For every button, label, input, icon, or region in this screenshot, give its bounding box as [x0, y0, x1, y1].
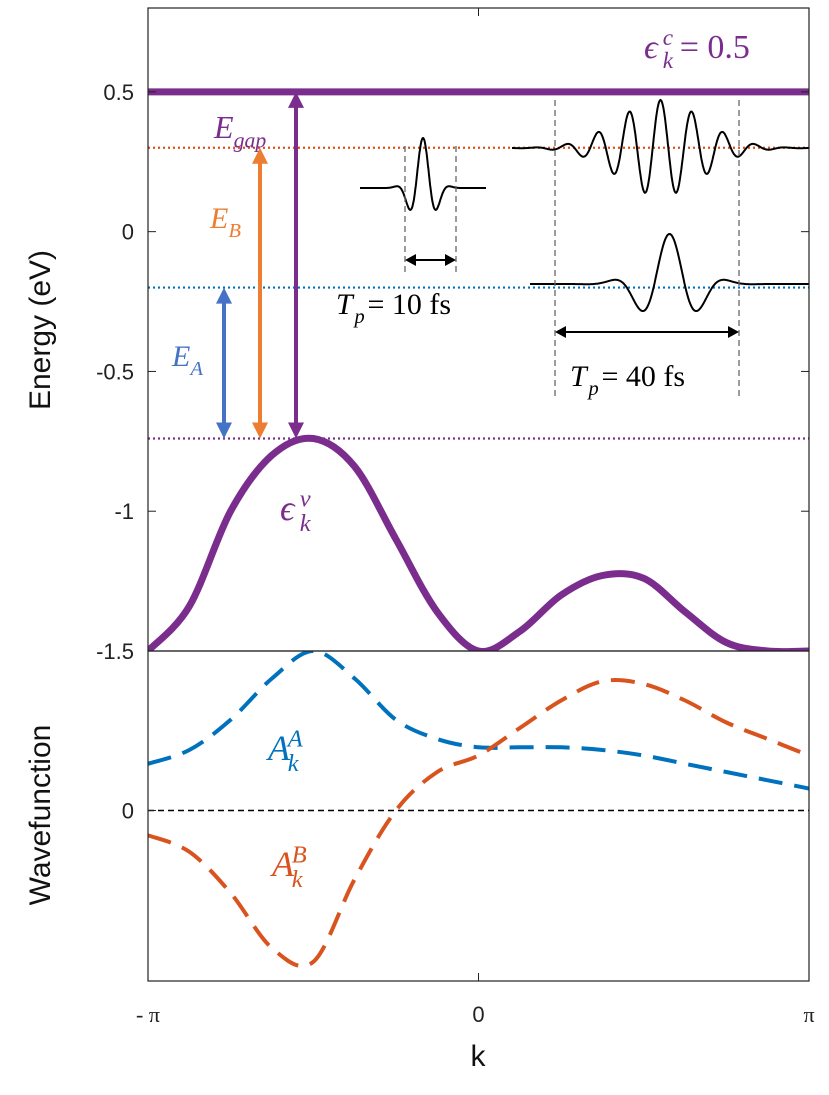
arrow-1	[252, 147, 268, 439]
long-pulse-arrow-head-left	[555, 326, 566, 338]
arrow-head-down	[252, 422, 268, 439]
y-tick-label: 0.5	[103, 80, 134, 105]
x-tick-label: 0	[472, 1002, 484, 1027]
conduction-band-label-sub: k	[663, 48, 674, 74]
arrow-2	[288, 91, 304, 439]
long-pulse-label-rest: = 40 fs	[602, 360, 686, 393]
valence-band-label-sub: k	[300, 510, 312, 537]
wavefunction-b-label: ABk	[270, 841, 307, 892]
short-pulse-waveform	[360, 136, 486, 211]
conduction-band-label-rest: = 0.5	[680, 29, 750, 66]
eb-label-text: E	[209, 202, 228, 235]
valence-band-label-sup: v	[300, 485, 311, 512]
egap-label-sub: gap	[234, 129, 267, 153]
short-pulse-label-rest: = 10 fs	[368, 288, 452, 321]
short-pulse-arrow-head-right	[445, 254, 456, 266]
arrow-head-down	[216, 422, 232, 439]
wavefunction-plot-frame	[147, 650, 810, 982]
wavefunction-b-label-sub: k	[292, 866, 304, 893]
short-pulse-label-sub: p	[353, 306, 365, 328]
conduction-band-label: ϵ ck = 0.5	[644, 25, 750, 74]
wavefunction-a-label-sub: k	[288, 750, 300, 777]
short-pulse-label-text: T	[336, 288, 355, 321]
wavefunction-a-line	[148, 651, 809, 791]
long-pulse-arrow-head-right	[728, 326, 739, 338]
long-pulse-label-text: T	[570, 360, 589, 393]
energy-series-group	[148, 88, 809, 651]
x-axis-label: k	[471, 1040, 487, 1073]
arrow-head-up	[252, 147, 268, 164]
arrow-0	[216, 287, 232, 439]
energy-axis-label: Energy (eV)	[24, 250, 57, 410]
y-tick-label: -1.5	[96, 639, 134, 664]
arrow-head-up	[288, 91, 304, 108]
conduction-band-label-text: ϵ	[644, 29, 659, 66]
y-tick-label: -0.5	[96, 359, 134, 384]
conduction-band-label-sup: c	[663, 25, 674, 51]
wavefunction-a-label: AAk	[266, 725, 304, 776]
short-pulse-arrow-head-left	[405, 254, 416, 266]
wavefunction-b-label-sup: B	[292, 841, 307, 868]
ea-label-text: E	[171, 340, 190, 373]
energy-plot-frame	[147, 7, 810, 652]
y-tick-label: 0	[122, 799, 134, 824]
x-tick-label: π	[803, 1002, 814, 1027]
y-tick-label: -1	[114, 499, 134, 524]
valence-band-label: ϵ vk	[280, 485, 312, 536]
wavefunction-b-line	[148, 678, 809, 969]
ea-label-sub: A	[189, 358, 204, 380]
x-tick-label: - π	[136, 1002, 160, 1027]
valence-band-line	[148, 434, 809, 651]
eb-label-sub: B	[229, 220, 241, 242]
valence-band-label-text: ϵ	[280, 488, 296, 528]
arrow-head-up	[216, 287, 232, 304]
long-pulse-label-sub: p	[587, 378, 599, 400]
y-tick-label: 0	[122, 220, 134, 245]
wavefunction-axis-label: Wavefunction	[24, 725, 57, 906]
wavefunction-a-label-text: A	[266, 728, 291, 768]
wavefunction-b-label-text: A	[270, 844, 295, 884]
wavefunction-series-group	[148, 651, 809, 969]
long-pulse-waveform-top	[512, 98, 809, 194]
arrow-head-down	[288, 422, 304, 439]
egap-label-text: E	[213, 109, 234, 145]
wavefunction-a-label-sup: A	[286, 725, 304, 752]
long-pulse-waveform-bottom	[530, 232, 809, 312]
